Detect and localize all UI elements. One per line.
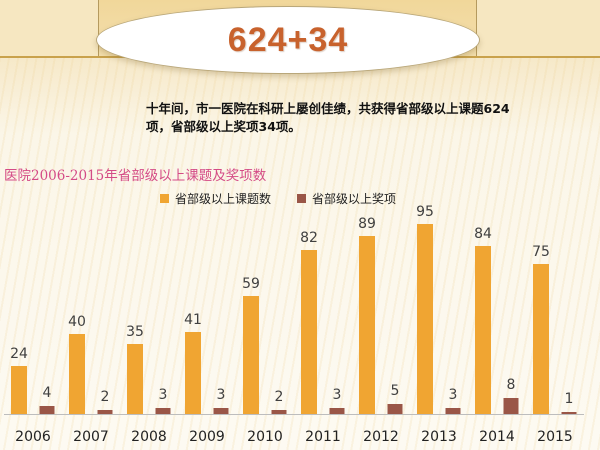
bar-awards-2006 bbox=[39, 406, 55, 414]
bar-awards-2007 bbox=[97, 410, 113, 414]
bar-topics-2010 bbox=[243, 296, 259, 414]
x-tick-label-2009: 2009 bbox=[189, 429, 225, 445]
chart-legend: 省部级以上课题数 省部级以上奖项 bbox=[160, 190, 422, 206]
legend-item-awards: 省部级以上奖项 bbox=[297, 190, 396, 207]
summary-line-1: 十年间，市一医院在科研上屡创佳绩，共获得省部级以上课题624 bbox=[146, 101, 510, 116]
bar-awards-2008 bbox=[155, 408, 171, 414]
legend-label-topics: 省部级以上课题数 bbox=[175, 191, 272, 206]
bar-awards-2012 bbox=[387, 404, 403, 414]
bar-awards-2009 bbox=[213, 408, 229, 414]
title-oval: 624+34 bbox=[96, 6, 480, 74]
data-label-topics-2014: 84 bbox=[474, 226, 492, 242]
data-label-topics-2009: 41 bbox=[184, 312, 202, 328]
legend-label-awards: 省部级以上奖项 bbox=[312, 191, 397, 206]
x-tick-label-2012: 2012 bbox=[363, 429, 399, 445]
data-label-topics-2008: 35 bbox=[126, 324, 144, 340]
bar-topics-2015 bbox=[533, 264, 549, 414]
data-label-topics-2007: 40 bbox=[68, 314, 86, 330]
bar-topics-2014 bbox=[475, 246, 491, 414]
x-tick-label-2006: 2006 bbox=[15, 429, 51, 445]
page-title: 624+34 bbox=[227, 20, 349, 59]
data-label-awards-2014: 8 bbox=[507, 377, 516, 393]
legend-swatch-topics bbox=[160, 193, 169, 203]
header-box-left bbox=[0, 0, 99, 57]
data-label-awards-2011: 3 bbox=[333, 387, 342, 403]
x-tick-label-2007: 2007 bbox=[73, 429, 109, 445]
bar-topics-2007 bbox=[69, 334, 85, 414]
x-tick-label-2011: 2011 bbox=[305, 429, 341, 445]
summary-text: 十年间，市一医院在科研上屡创佳绩，共获得省部级以上课题624 项，省部级以上奖项… bbox=[146, 100, 586, 136]
x-tick-label-2013: 2013 bbox=[421, 429, 457, 445]
bar-topics-2008 bbox=[127, 344, 143, 414]
bar-awards-2010 bbox=[271, 410, 287, 414]
x-tick-label-2008: 2008 bbox=[131, 429, 167, 445]
bar-awards-2013 bbox=[445, 408, 461, 414]
legend-swatch-awards bbox=[297, 193, 307, 203]
bar-topics-2013 bbox=[417, 224, 433, 414]
data-label-topics-2006: 24 bbox=[10, 346, 28, 362]
bar-awards-2011 bbox=[329, 408, 345, 414]
summary-line-2: 项，省部级以上奖项34项。 bbox=[146, 119, 301, 134]
bar-awards-2014 bbox=[503, 398, 519, 414]
data-label-topics-2012: 89 bbox=[358, 216, 376, 232]
bar-topics-2009 bbox=[185, 332, 201, 414]
data-label-awards-2008: 3 bbox=[159, 387, 168, 403]
data-label-topics-2015: 75 bbox=[532, 244, 550, 260]
bar-awards-2015 bbox=[561, 412, 577, 414]
data-label-topics-2010: 59 bbox=[242, 276, 260, 292]
x-tick-label-2014: 2014 bbox=[479, 429, 515, 445]
bar-topics-2012 bbox=[359, 236, 375, 414]
data-label-awards-2010: 2 bbox=[275, 389, 284, 405]
data-label-awards-2009: 3 bbox=[217, 387, 226, 403]
bar-topics-2006 bbox=[11, 366, 27, 414]
x-tick-label-2015: 2015 bbox=[537, 429, 573, 445]
x-tick-label-2010: 2010 bbox=[247, 429, 283, 445]
data-label-awards-2007: 2 bbox=[101, 389, 110, 405]
data-label-topics-2013: 95 bbox=[416, 204, 434, 220]
data-label-awards-2006: 4 bbox=[43, 385, 52, 401]
legend-item-topics: 省部级以上课题数 bbox=[160, 190, 271, 207]
data-label-awards-2015: 1 bbox=[565, 391, 574, 407]
bar-topics-2011 bbox=[301, 250, 317, 414]
data-label-awards-2012: 5 bbox=[391, 383, 400, 399]
data-label-topics-2011: 82 bbox=[300, 230, 318, 246]
data-label-awards-2013: 3 bbox=[449, 387, 458, 403]
chart-title: 医院2006-2015年省部级以上课题及奖项数 bbox=[4, 168, 267, 184]
